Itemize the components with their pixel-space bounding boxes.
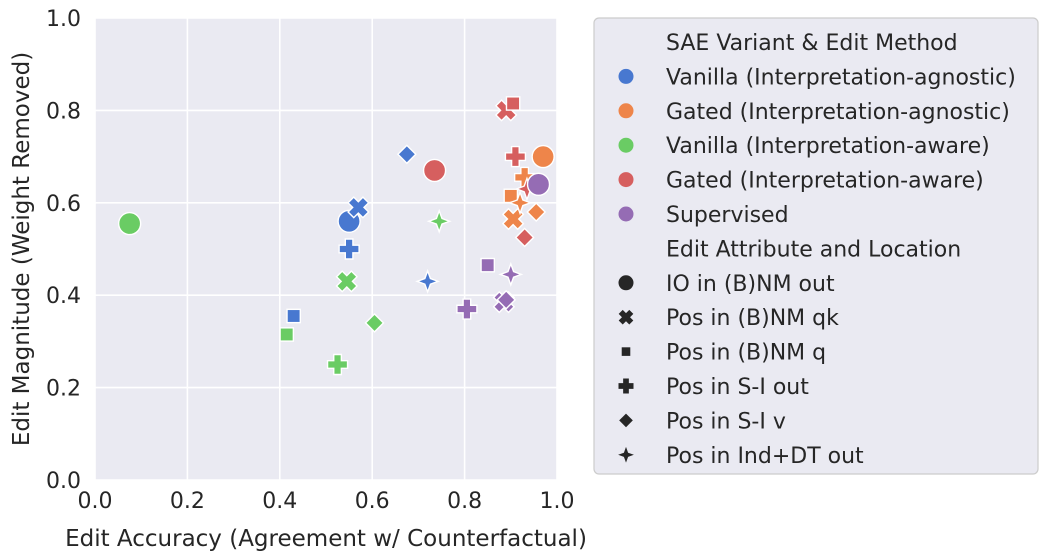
- y-tick-label: 0.8: [46, 99, 81, 124]
- legend-item-label: Supervised: [666, 203, 789, 228]
- x-tick-label: 0.4: [262, 489, 297, 514]
- data-point-plus: [456, 298, 478, 320]
- legend-marker-star4: [618, 446, 634, 463]
- legend-marker-square: [621, 347, 631, 356]
- y-tick-label: 0.0: [46, 469, 81, 494]
- legend-hue-title: SAE Variant & Edit Method: [666, 31, 958, 56]
- legend-swatch: [618, 103, 634, 119]
- x-axis-label: Edit Accuracy (Agreement w/ Counterfactu…: [65, 526, 587, 552]
- data-point-star4: [426, 208, 452, 234]
- data-point-x: [501, 207, 525, 231]
- data-point-square: [505, 96, 521, 111]
- y-tick-label: 0.4: [46, 284, 81, 309]
- legend-swatch: [618, 172, 634, 188]
- legend-frame: [593, 17, 1039, 475]
- data-point-plus: [326, 353, 349, 376]
- legend-item-label: Vanilla (Interpretation-aware): [666, 134, 990, 159]
- data-point-plus: [338, 238, 360, 260]
- legend-marker-plus: [618, 378, 634, 394]
- legend-style-title: Edit Attribute and Location: [666, 237, 961, 262]
- x-tick-label: 0.6: [355, 489, 390, 514]
- data-point-star4: [507, 190, 533, 216]
- legend-marker-diamond: [619, 413, 633, 428]
- legend-item-label: Vanilla (Interpretation-agnostic): [666, 65, 1016, 90]
- data-point-circle: [526, 172, 551, 197]
- data-point-star4: [498, 261, 524, 287]
- legend-item-label: Pos in S-I out: [666, 375, 809, 400]
- legend-marker-x: [618, 309, 634, 325]
- legend-item-label: Pos in (B)NM q: [666, 341, 826, 366]
- legend-item-label: Gated (Interpretation-agnostic): [666, 100, 1010, 125]
- data-point-x: [335, 270, 359, 293]
- x-tick-label: 0.0: [78, 489, 113, 514]
- data-point-star4: [415, 268, 441, 294]
- y-tick-label: 0.6: [46, 192, 81, 217]
- data-point-plus: [504, 145, 527, 168]
- data-point-square: [286, 308, 301, 324]
- data-point-diamond: [526, 202, 547, 222]
- axis-ticks: 0.0 0.2 0.4 0.6 0.8 1.0 0.0 0.2 0.4 0.6 0.8 1.0: [46, 7, 575, 514]
- data-point-circle: [422, 158, 447, 183]
- y-tick-label: 1.0: [46, 7, 81, 32]
- legend-item-label: Pos in S-I v: [666, 409, 786, 434]
- grid-lines: [94, 17, 558, 481]
- x-tick-label: 0.2: [170, 489, 205, 514]
- y-tick-label: 0.2: [46, 377, 81, 402]
- data-point-diamond: [496, 289, 517, 310]
- legend-swatch: [618, 68, 634, 84]
- data-point-diamond: [396, 144, 417, 165]
- y-axis-label: Edit Magnitude (Weight Removed): [9, 52, 35, 446]
- data-point-diamond: [514, 227, 535, 248]
- legend-item-label: Pos in (B)NM qk: [666, 306, 839, 331]
- data-point-x: [347, 196, 370, 219]
- legend-item-label: Pos in Ind+DT out: [666, 444, 864, 469]
- legend-item-label: IO in (B)NM out: [666, 272, 835, 297]
- data-point-diamond: [364, 313, 385, 333]
- legend: SAE Variant & Edit Method Edit Attribute…: [593, 17, 1039, 475]
- legend-swatch: [618, 206, 634, 222]
- legend-marker-circle: [618, 275, 634, 291]
- data-point-square: [480, 257, 496, 273]
- data-point-circle: [531, 144, 555, 169]
- x-tick-label: 1.0: [540, 489, 575, 514]
- data-points: [117, 96, 555, 376]
- legend-item-label: Gated (Interpretation-aware): [666, 169, 984, 194]
- data-point-square: [279, 327, 295, 342]
- data-point-circle: [117, 211, 142, 236]
- plot-area: [95, 18, 557, 480]
- x-tick-label: 0.8: [447, 489, 482, 514]
- legend-swatch: [618, 137, 634, 153]
